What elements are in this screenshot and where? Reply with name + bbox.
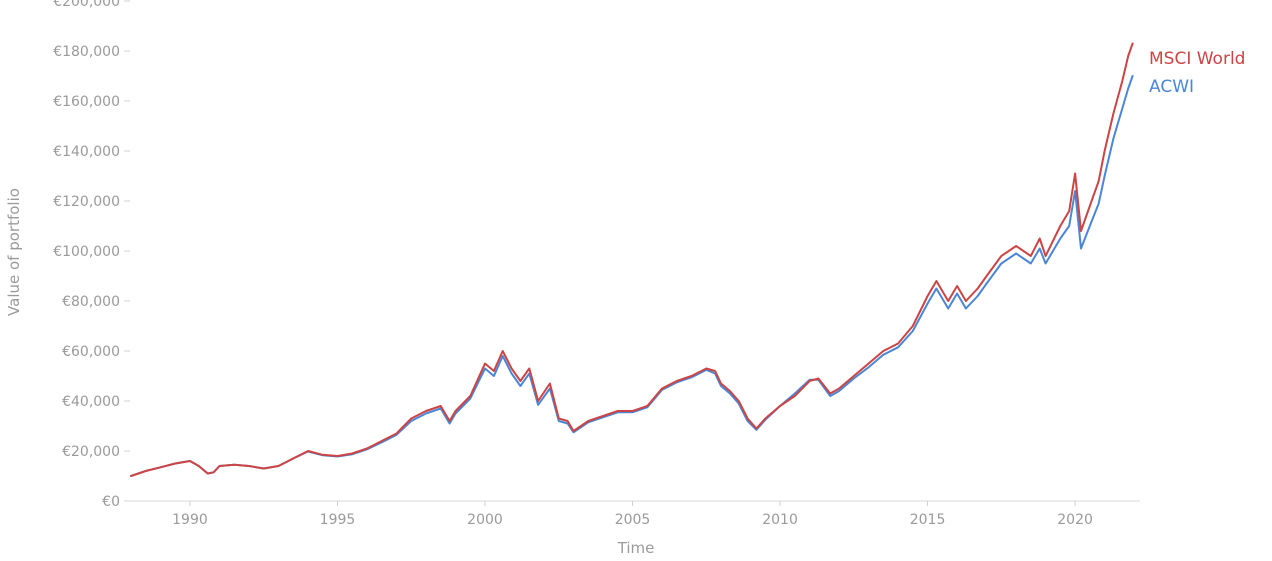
y-tick-label: €160,000 [53, 94, 120, 110]
x-tick-label: 2015 [910, 512, 946, 528]
y-tick-label: €100,000 [53, 244, 120, 260]
series-line-msci-world [130, 42, 1134, 477]
x-axis-title: Time [617, 539, 655, 557]
series-label-acwi: ACWI [1149, 77, 1194, 97]
x-axis: 1990 1995 2000 2005 2010 2015 2020 [172, 501, 1093, 528]
x-tick-label: 1995 [320, 512, 356, 528]
y-tick-label: €20,000 [62, 444, 120, 460]
y-tick-label: €180,000 [53, 44, 120, 60]
x-tick-label: 1990 [172, 512, 208, 528]
x-tick-label: 2010 [762, 512, 798, 528]
series-label-msci-world: MSCI World [1149, 49, 1245, 69]
y-axis-title: Value of portfolio [5, 188, 23, 316]
series-line-acwi [130, 75, 1134, 477]
series-labels: MSCI World ACWI [1149, 49, 1245, 97]
x-tick-label: 2005 [615, 512, 651, 528]
series-lines [130, 42, 1134, 477]
y-tick-label: €140,000 [53, 144, 120, 160]
y-tick-label: €60,000 [62, 344, 120, 360]
x-tick-label: 2000 [467, 512, 503, 528]
y-tick-label: €120,000 [53, 194, 120, 210]
y-tick-label: €0 [102, 494, 120, 510]
y-tick-label: €40,000 [62, 394, 120, 410]
x-tick-label: 2020 [1057, 512, 1093, 528]
y-tick-label: €80,000 [62, 294, 120, 310]
y-axis: €0 €20,000 €40,000 €60,000 €80,000 €100,000 €1… [53, 0, 130, 510]
y-tick-label: €200,000 [53, 0, 120, 10]
